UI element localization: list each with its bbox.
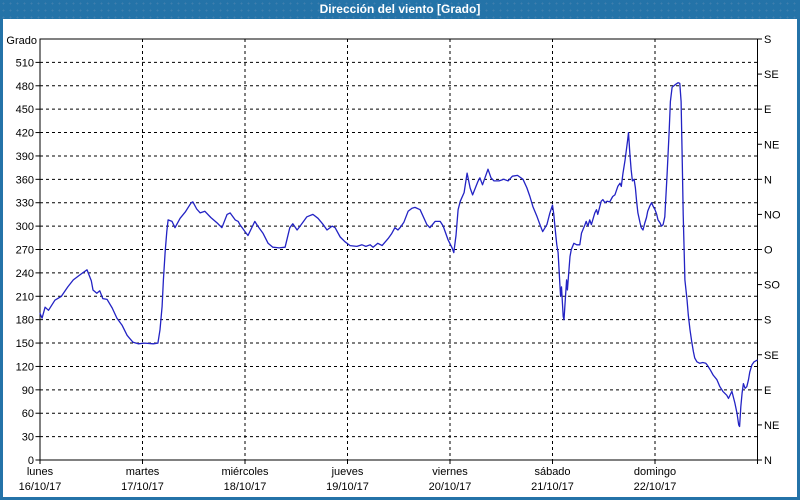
day-name-label: jueves xyxy=(331,466,364,478)
day-date-label: 21/10/17 xyxy=(531,481,574,493)
y-tick-label: 150 xyxy=(16,338,34,350)
window-title: Dirección del viento [Grado] xyxy=(319,2,481,16)
compass-label: S xyxy=(764,315,771,327)
y-tick-label: 450 xyxy=(16,104,34,116)
y-tick-label: 240 xyxy=(16,268,34,280)
compass-label: NE xyxy=(764,420,779,432)
compass-label: O xyxy=(764,245,773,257)
day-date-label: 22/10/17 xyxy=(634,481,677,493)
y-axis-title: Grado xyxy=(6,35,37,47)
window-border-bottom xyxy=(0,497,800,500)
y-tick-label: 210 xyxy=(16,291,34,303)
y-tick-label: 480 xyxy=(16,81,34,93)
day-date-label: 19/10/17 xyxy=(326,481,369,493)
compass-label: SE xyxy=(764,350,779,362)
plot-border xyxy=(39,38,758,461)
day-name-label: domingo xyxy=(634,466,676,478)
compass-label: N xyxy=(764,455,772,467)
day-date-label: 16/10/17 xyxy=(19,481,62,493)
compass-label: E xyxy=(764,104,771,116)
y-tick-label: 360 xyxy=(16,174,34,186)
day-name-label: martes xyxy=(126,466,160,478)
compass-label: NO xyxy=(764,209,781,221)
wind-direction-line xyxy=(39,82,758,428)
day-name-label: sábado xyxy=(534,466,570,478)
day-name-label: lunes xyxy=(27,466,54,478)
compass-label: NE xyxy=(764,139,779,151)
day-date-label: 20/10/17 xyxy=(429,481,472,493)
y-tick-label: 510 xyxy=(16,57,34,69)
day-name-label: viernes xyxy=(432,466,468,478)
y-tick-label: 180 xyxy=(16,315,34,327)
window-border-right xyxy=(797,19,800,500)
compass-label: SO xyxy=(764,280,780,292)
window-titlebar: Dirección del viento [Grado] xyxy=(0,0,800,19)
y-tick-label: 30 xyxy=(22,432,34,444)
y-tick-label: 90 xyxy=(22,385,34,397)
compass-label: SE xyxy=(764,69,779,81)
compass-label: S xyxy=(764,34,771,46)
day-date-label: 18/10/17 xyxy=(224,481,267,493)
y-tick-label: 420 xyxy=(16,128,34,140)
window-border-left xyxy=(0,19,3,500)
y-tick-label: 270 xyxy=(16,245,34,257)
y-tick-label: 390 xyxy=(16,151,34,163)
compass-label: N xyxy=(764,174,772,186)
y-tick-label: 60 xyxy=(22,408,34,420)
y-tick-label: 330 xyxy=(16,198,34,210)
day-date-label: 17/10/17 xyxy=(121,481,164,493)
day-name-label: miércoles xyxy=(221,466,269,478)
y-tick-label: 0 xyxy=(28,455,34,467)
compass-label: E xyxy=(764,385,771,397)
y-tick-label: 300 xyxy=(16,221,34,233)
y-tick-label: 120 xyxy=(16,361,34,373)
